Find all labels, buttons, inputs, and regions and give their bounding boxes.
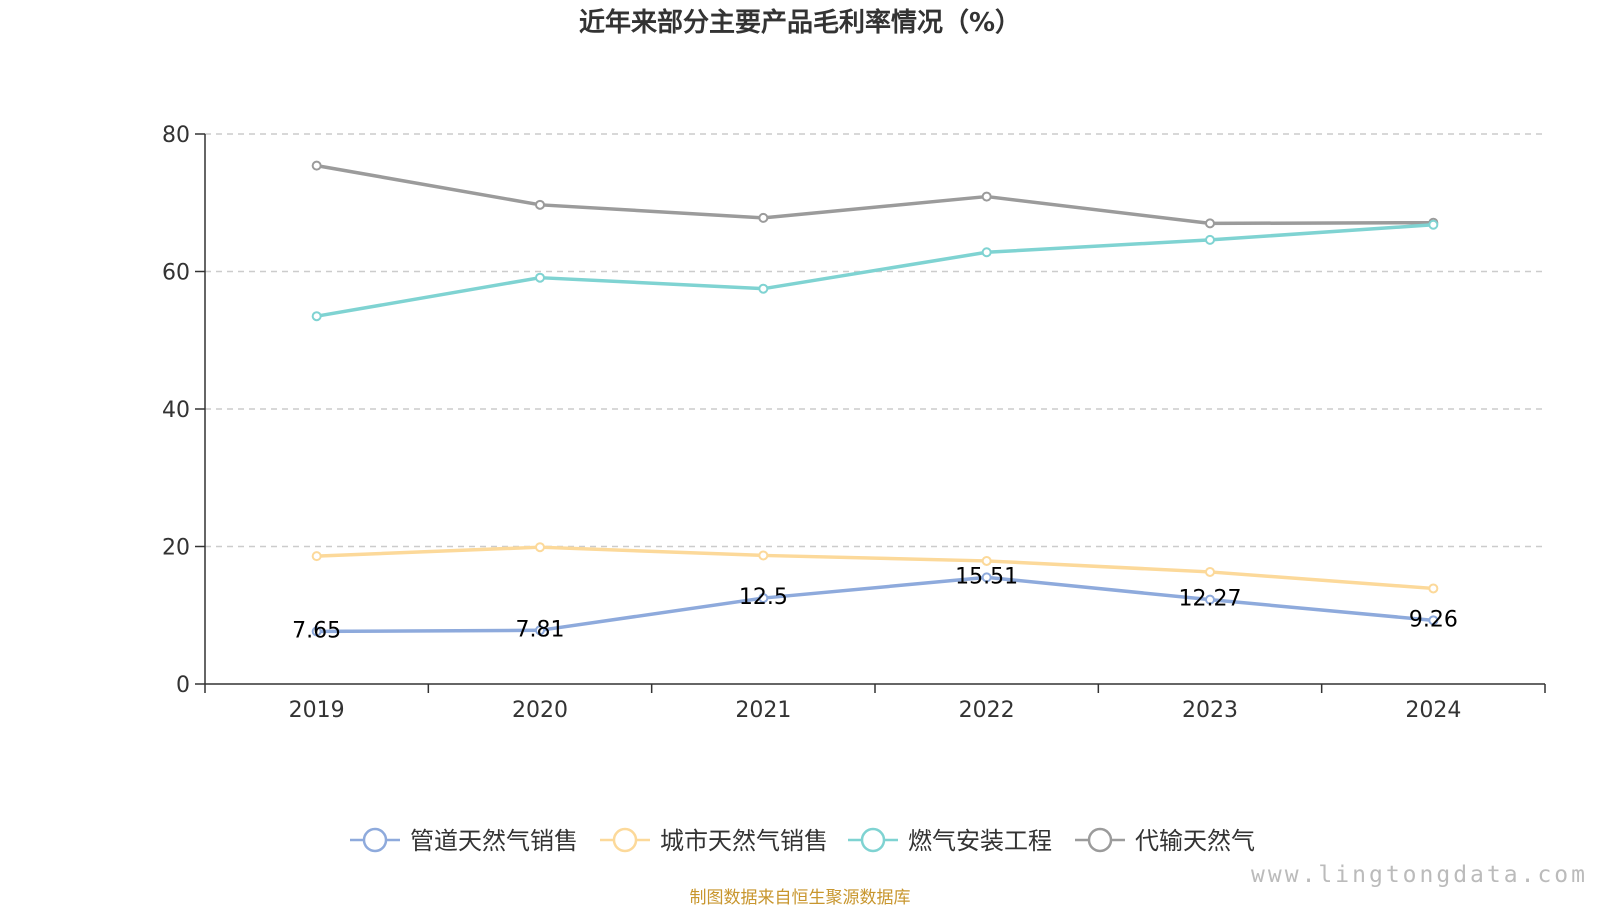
series-line — [316, 223, 1434, 318]
y-tick-label: 60 — [162, 261, 190, 286]
x-tick-label: 2019 — [289, 698, 345, 723]
data-point — [758, 283, 769, 294]
data-point — [981, 555, 992, 566]
data-point — [981, 572, 992, 583]
data-label: 9.26 — [1409, 607, 1458, 632]
x-tick-label: 2021 — [735, 698, 791, 723]
data-label: 15.51 — [955, 564, 1018, 589]
x-tick-label: 2022 — [959, 698, 1015, 723]
data-point — [1205, 218, 1215, 229]
x-tick-label: 2023 — [1182, 698, 1238, 723]
y-tick-label: 40 — [162, 398, 190, 423]
y-tick-label: 20 — [162, 536, 190, 561]
data-point — [311, 551, 322, 562]
data-labels: 7.65 7.81 12.5 15.51 12.27 9.26 — [292, 564, 1458, 643]
data-label: 7.65 — [292, 618, 341, 643]
x-tick-label: 2024 — [1405, 698, 1461, 723]
data-point — [758, 593, 769, 604]
watermark: www.lingtongdata.com — [1251, 862, 1588, 888]
data-point — [311, 311, 322, 322]
chart-title: 近年来部分主要产品毛利率情况（%） — [578, 8, 1022, 38]
series-line — [316, 163, 1434, 226]
legend: 管道天然气销售 城市天然气销售 燃气安装工程 代输天然气 — [350, 827, 1255, 855]
data-point — [1205, 594, 1215, 605]
series-lines — [311, 160, 1439, 637]
data-point — [1205, 566, 1215, 577]
data-label: 12.5 — [739, 585, 788, 610]
legend-marker — [1087, 827, 1113, 853]
data-point — [535, 199, 545, 210]
data-point — [758, 550, 769, 561]
grid-lines — [205, 133, 1545, 548]
data-point — [535, 272, 545, 283]
legend-marker — [860, 827, 886, 853]
data-point — [535, 625, 545, 636]
y-tick-label: 0 — [176, 673, 190, 698]
y-tick-label: 80 — [162, 123, 190, 148]
series-line — [316, 575, 1434, 634]
series-line — [316, 545, 1434, 591]
data-label: 7.81 — [516, 617, 565, 642]
data-point — [758, 212, 769, 223]
legend-marker — [612, 827, 638, 853]
axes: 0 20 40 60 80 2019 2020 2021 2022 2023 2024 — [162, 123, 1546, 723]
data-point — [1428, 219, 1439, 230]
data-point — [1205, 234, 1215, 245]
data-label: 12.27 — [1179, 587, 1242, 612]
data-point — [1428, 583, 1439, 594]
data-point — [1428, 615, 1439, 626]
data-point — [981, 191, 992, 202]
legend-label: 代输天然气 — [1135, 827, 1255, 855]
data-point — [535, 542, 545, 553]
legend-label: 燃气安装工程 — [908, 827, 1052, 855]
data-point — [981, 247, 992, 258]
legend-marker — [362, 827, 388, 853]
data-point — [311, 160, 322, 171]
x-tick-label: 2020 — [512, 698, 568, 723]
legend-label: 管道天然气销售 — [410, 827, 578, 855]
legend-label: 城市天然气销售 — [660, 827, 828, 855]
data-point — [311, 626, 322, 637]
